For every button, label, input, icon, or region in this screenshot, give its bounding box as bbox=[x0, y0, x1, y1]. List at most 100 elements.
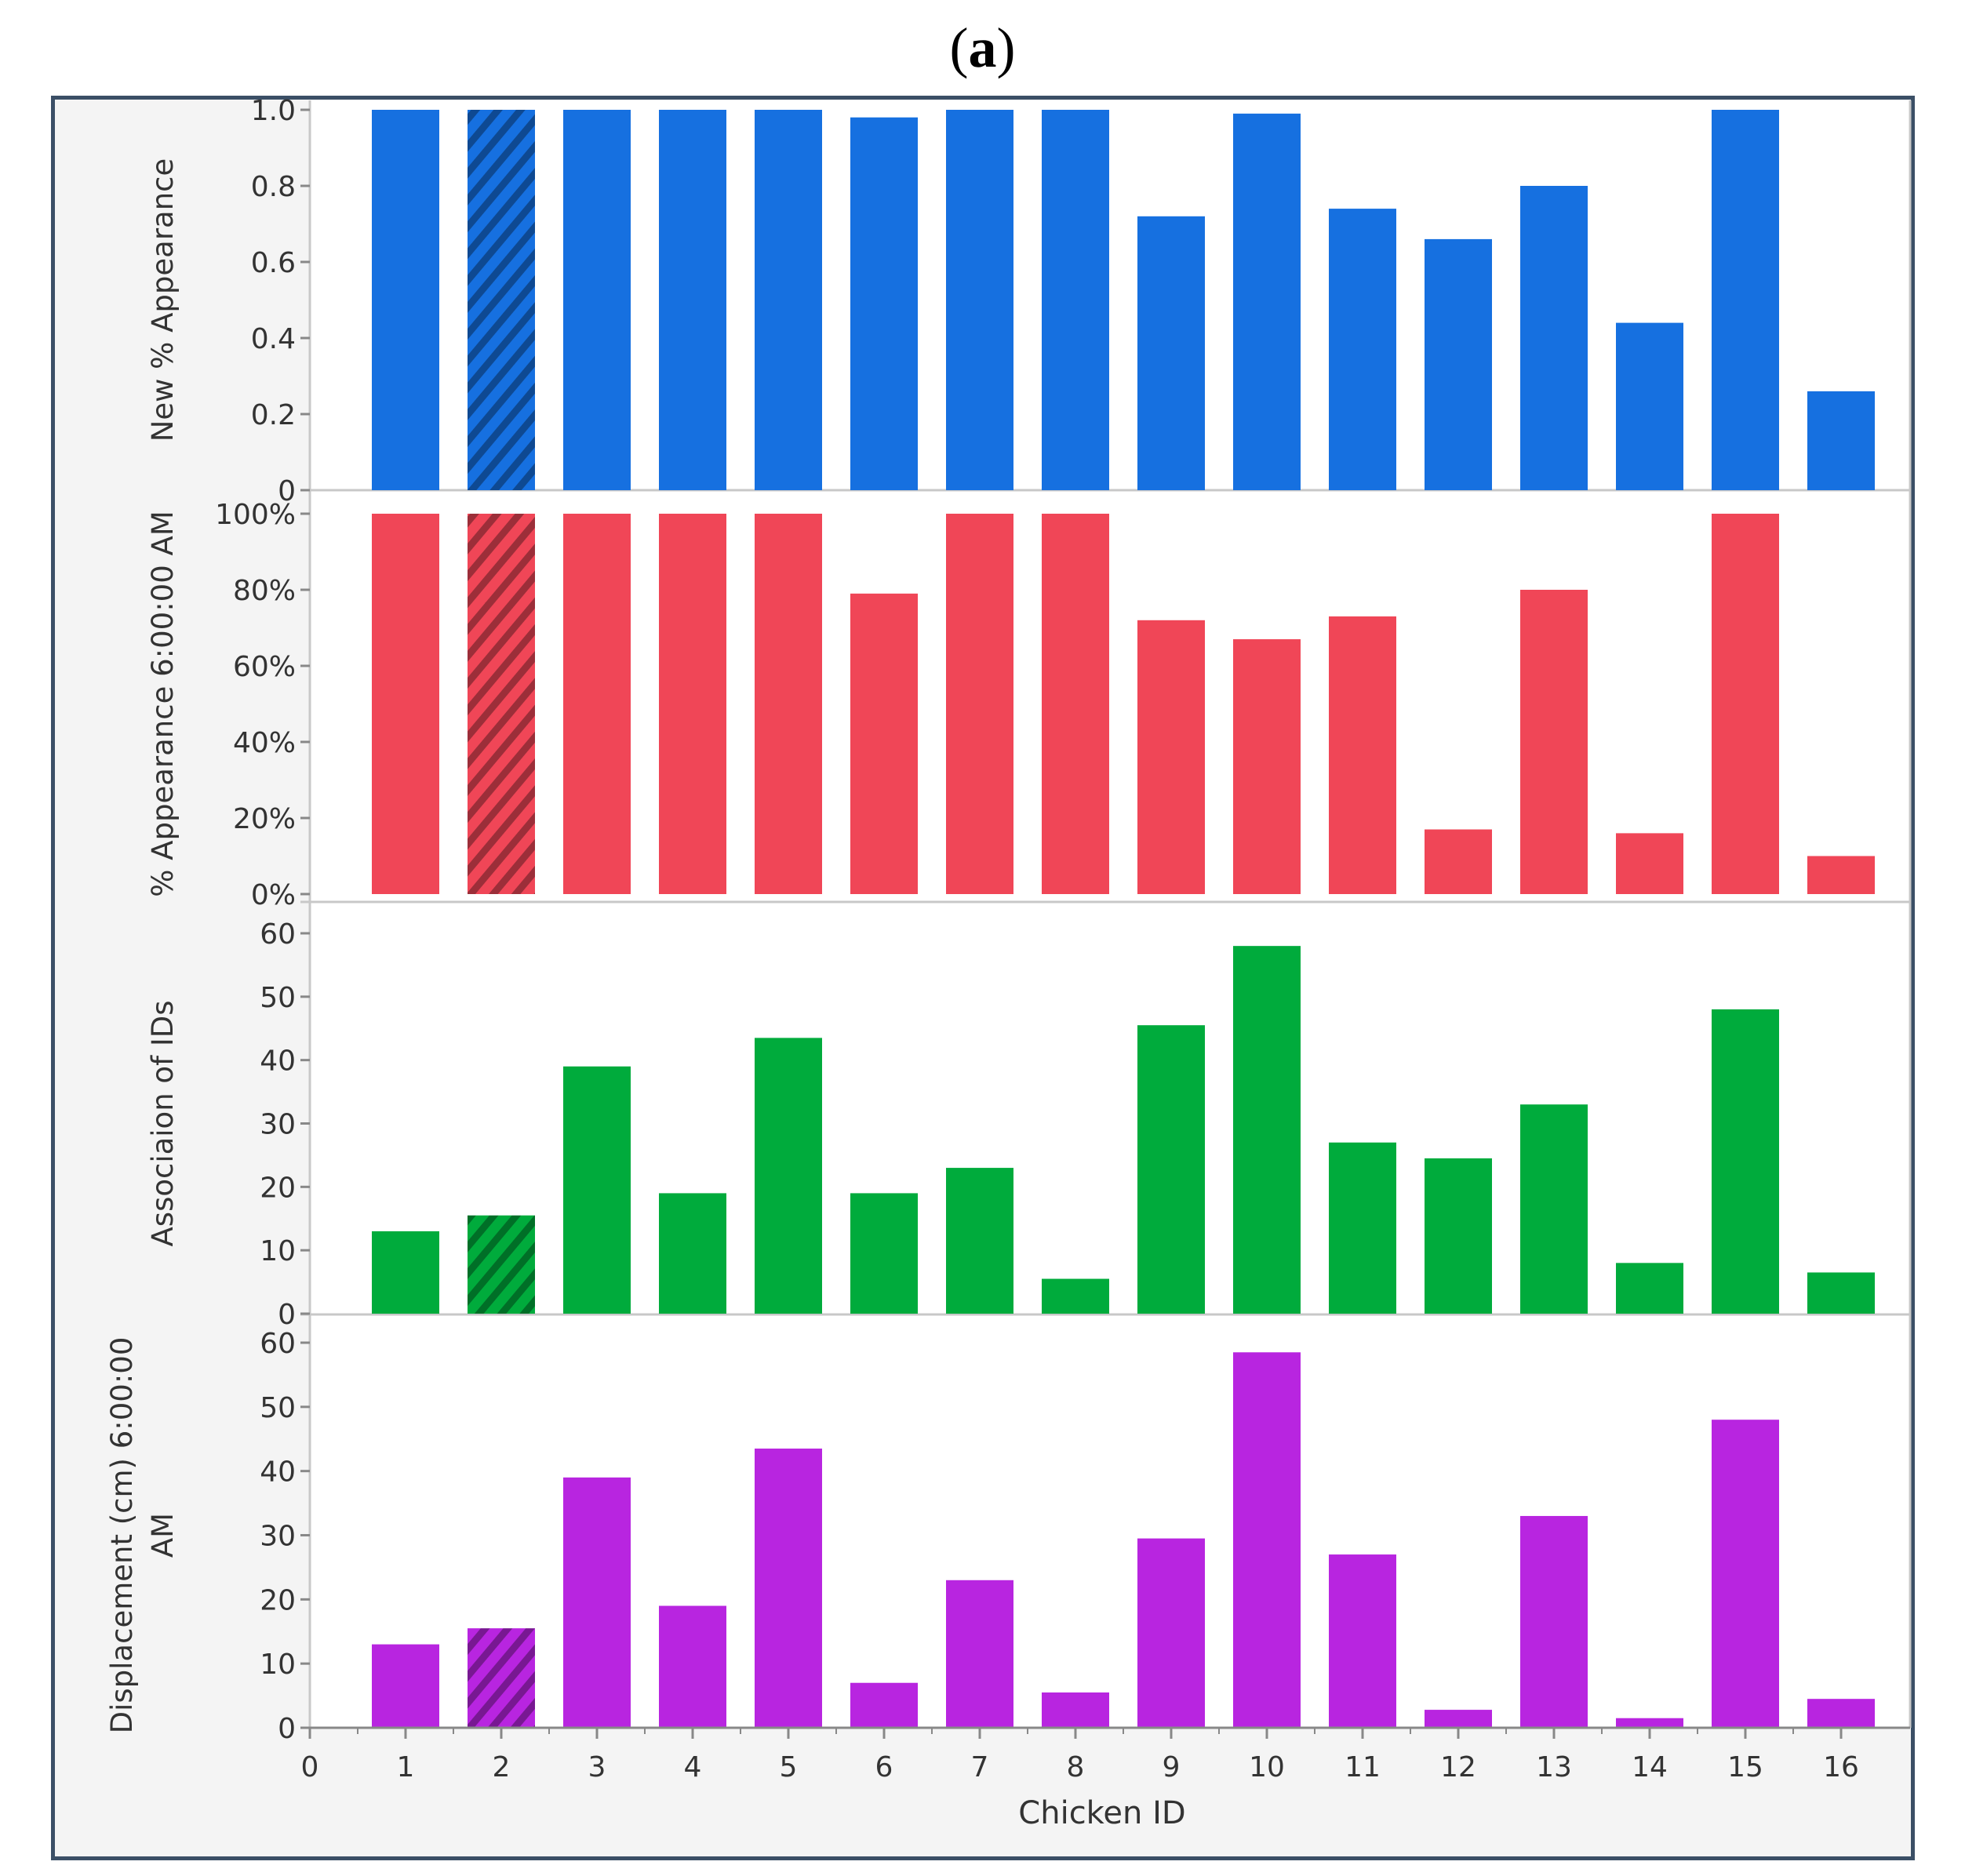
bar-blue-chicken-1 bbox=[372, 110, 439, 490]
bar-green-chicken-9 bbox=[1137, 1025, 1205, 1314]
x-tick-label: 6 bbox=[875, 1751, 893, 1783]
bar-purple-chicken-8 bbox=[1042, 1692, 1109, 1728]
bar-green-chicken-5 bbox=[755, 1038, 822, 1314]
y-axis-title: AM bbox=[146, 1513, 180, 1558]
bar-green-chicken-13 bbox=[1520, 1104, 1588, 1314]
y-tick-label: 0 bbox=[278, 475, 296, 507]
bar-purple-chicken-2 bbox=[468, 1628, 535, 1728]
bar-purple-chicken-3 bbox=[563, 1477, 631, 1728]
x-tick-label: 7 bbox=[971, 1751, 989, 1783]
y-tick-label: 20 bbox=[260, 1172, 296, 1204]
bar-red-chicken-16 bbox=[1807, 856, 1875, 894]
bar-blue-chicken-10 bbox=[1233, 113, 1301, 490]
y-tick-label: 30 bbox=[260, 1109, 296, 1141]
bar-red-chicken-6 bbox=[850, 593, 918, 894]
y-tick-label: 0.6 bbox=[251, 247, 296, 279]
x-axis-title: Chicken ID bbox=[1018, 1795, 1185, 1831]
y-tick-label: 0 bbox=[278, 1299, 296, 1331]
bar-blue-chicken-14 bbox=[1616, 322, 1683, 490]
y-tick-label: 60% bbox=[233, 651, 296, 683]
y-tick-label: 60 bbox=[260, 918, 296, 951]
y-tick-label: 10 bbox=[260, 1649, 296, 1681]
bar-red-chicken-9 bbox=[1137, 620, 1205, 894]
y-tick-label: 10 bbox=[260, 1235, 296, 1267]
bar-green-chicken-12 bbox=[1425, 1158, 1492, 1314]
bar-blue-chicken-13 bbox=[1520, 186, 1588, 490]
bar-green-chicken-11 bbox=[1329, 1142, 1396, 1314]
y-tick-label: 0.4 bbox=[251, 323, 296, 355]
bar-purple-chicken-15 bbox=[1712, 1420, 1779, 1728]
bar-red-chicken-11 bbox=[1329, 616, 1396, 894]
y-axis-title: Displacement (cm) 6:00:00 bbox=[105, 1337, 139, 1734]
y-tick-label: 40% bbox=[233, 727, 296, 759]
bar-green-chicken-3 bbox=[563, 1066, 631, 1314]
bar-blue-chicken-11 bbox=[1329, 209, 1396, 490]
x-tick-label: 12 bbox=[1440, 1751, 1476, 1783]
x-tick-label: 11 bbox=[1345, 1751, 1381, 1783]
bar-purple-chicken-6 bbox=[850, 1682, 918, 1728]
bar-red-chicken-8 bbox=[1042, 514, 1109, 894]
bar-blue-chicken-9 bbox=[1137, 216, 1205, 490]
bar-purple-chicken-9 bbox=[1137, 1538, 1205, 1728]
x-tick-label: 4 bbox=[684, 1751, 702, 1783]
bar-blue-chicken-16 bbox=[1807, 391, 1875, 490]
bar-green-chicken-16 bbox=[1807, 1272, 1875, 1314]
bar-red-chicken-13 bbox=[1520, 590, 1588, 894]
bar-red-chicken-10 bbox=[1233, 639, 1301, 894]
x-tick-label: 1 bbox=[397, 1751, 415, 1783]
bar-green-chicken-14 bbox=[1616, 1263, 1683, 1314]
x-tick-label: 8 bbox=[1067, 1751, 1085, 1783]
y-tick-label: 1.0 bbox=[251, 95, 296, 127]
bar-purple-chicken-13 bbox=[1520, 1515, 1588, 1728]
y-axis-title: New % Appearance bbox=[146, 158, 180, 442]
bar-red-chicken-3 bbox=[563, 514, 631, 894]
bar-green-chicken-15 bbox=[1712, 1009, 1779, 1314]
bar-blue-chicken-4 bbox=[659, 110, 726, 490]
figure-label-close: ) bbox=[996, 16, 1016, 79]
bar-blue-chicken-2 bbox=[468, 110, 535, 490]
figure-label-open: ( bbox=[949, 16, 969, 79]
bar-red-chicken-4 bbox=[659, 514, 726, 894]
bar-purple-chicken-4 bbox=[659, 1605, 726, 1728]
bar-red-chicken-5 bbox=[755, 514, 822, 894]
bar-red-chicken-15 bbox=[1712, 514, 1779, 894]
x-tick-label: 10 bbox=[1249, 1751, 1285, 1783]
x-tick-label: 5 bbox=[780, 1751, 798, 1783]
bar-green-chicken-2 bbox=[468, 1215, 535, 1314]
bar-purple-chicken-5 bbox=[755, 1449, 822, 1728]
bar-red-chicken-1 bbox=[372, 514, 439, 894]
figure-label-letter: a bbox=[968, 16, 997, 79]
y-tick-label: 50 bbox=[260, 1392, 296, 1424]
bar-blue-chicken-5 bbox=[755, 110, 822, 490]
y-axis-title: Associaion of IDs bbox=[146, 1000, 180, 1246]
x-tick-label: 3 bbox=[588, 1751, 606, 1783]
bar-red-chicken-2 bbox=[468, 514, 535, 894]
y-tick-label: 60 bbox=[260, 1328, 296, 1360]
x-tick-label: 16 bbox=[1823, 1751, 1859, 1783]
y-tick-label: 40 bbox=[260, 1045, 296, 1078]
bar-blue-chicken-7 bbox=[946, 110, 1013, 490]
x-tick-label: 2 bbox=[493, 1751, 511, 1783]
y-tick-label: 20 bbox=[260, 1584, 296, 1616]
x-tick-label: 13 bbox=[1536, 1751, 1572, 1783]
bar-blue-chicken-3 bbox=[563, 110, 631, 490]
bar-green-chicken-10 bbox=[1233, 946, 1301, 1314]
x-tick-label: 9 bbox=[1163, 1751, 1181, 1783]
y-tick-label: 20% bbox=[233, 803, 296, 835]
bar-purple-chicken-1 bbox=[372, 1644, 439, 1728]
bar-purple-chicken-14 bbox=[1616, 1718, 1683, 1728]
bar-blue-chicken-12 bbox=[1425, 238, 1492, 490]
bar-purple-chicken-10 bbox=[1233, 1352, 1301, 1728]
bar-purple-chicken-16 bbox=[1807, 1699, 1875, 1728]
y-tick-label: 0.2 bbox=[251, 399, 296, 431]
bar-green-chicken-7 bbox=[946, 1168, 1013, 1314]
y-tick-label: 0.8 bbox=[251, 171, 296, 203]
bar-red-chicken-14 bbox=[1616, 833, 1683, 894]
bar-green-chicken-4 bbox=[659, 1193, 726, 1314]
y-tick-label: 80% bbox=[233, 575, 296, 607]
y-tick-label: 0 bbox=[278, 1713, 296, 1745]
bar-blue-chicken-15 bbox=[1712, 110, 1779, 490]
y-axis-title: % Appearance 6:00:00 AM bbox=[146, 511, 180, 896]
bar-purple-chicken-7 bbox=[946, 1580, 1013, 1728]
